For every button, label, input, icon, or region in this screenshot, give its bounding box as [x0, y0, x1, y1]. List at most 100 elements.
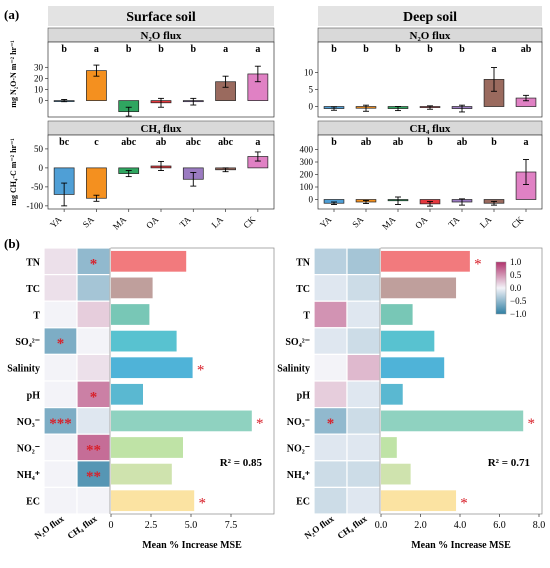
row-label-b_deep-1: TC: [296, 284, 310, 295]
sig-letter-a_deep_n2o-SA: b: [363, 44, 369, 55]
importance-bar-b_surface-7: [111, 437, 183, 458]
row-label-b_deep-2: T: [303, 311, 310, 322]
bar-a_surface_ch4-SA: [86, 167, 107, 199]
heat-col-label-b_surface-0: N₂O flux: [33, 513, 67, 541]
importance-star-b_deep-9: *: [460, 496, 468, 512]
chart-a_surface_ch4: CH₄ flux -100 -50 0 50 bc YA c SA abc MA ab OA abc TA a…: [27, 120, 275, 232]
row-label-b_surface-0: TN: [26, 257, 41, 268]
legend-tick-label-0: 1.0: [510, 257, 522, 267]
sig-letter-a_deep_ch4-LA: b: [491, 137, 497, 148]
y-tick-label-a_deep_n2o: 5: [309, 85, 314, 95]
y-tick-label-a_surface_ch4: -50: [31, 182, 43, 192]
legend-tick-label-4: −1.0: [510, 309, 527, 319]
row-label-b_surface-9: EC: [26, 497, 40, 508]
y-tick-label-a_surface_n2o: 30: [34, 62, 44, 72]
sig-letter-a_deep_ch4-TA: ab: [457, 137, 468, 148]
heat-cell-b_deep-8-0: [313, 460, 348, 488]
x-axis-label-b_deep: Mean % Increase MSE: [411, 540, 511, 551]
sig-letter-a_deep_n2o-LA: a: [492, 44, 497, 55]
sig-letter-a_surface_ch4-YA: bc: [59, 137, 70, 148]
y-tick-label-a_surface_ch4: 50: [34, 144, 44, 154]
sig-letter-a_surface_ch4-MA: abc: [121, 137, 137, 148]
x-tick-label-a_surface_ch4-LA: LA: [209, 214, 225, 230]
section-header-deep: Deep soil: [403, 10, 457, 25]
sig-letter-a_surface_n2o-CK: a: [255, 44, 260, 55]
strip-title-a_surface_n2o: N₂O flux: [141, 30, 182, 42]
x-tick-label-b_deep-2: 4.0: [454, 520, 467, 531]
x-tick-label-a_surface_ch4-OA: OA: [144, 214, 161, 231]
heat-cell-b_deep-7-1: [346, 433, 381, 462]
sig-letter-a_deep_ch4-CK: a: [524, 137, 529, 148]
panel-label-a: (a): [4, 7, 19, 22]
sig-letter-a_deep_ch4-MA: ab: [393, 137, 404, 148]
heat-cell-b_deep-9-0: [313, 486, 348, 515]
importance-bar-b_surface-5: [111, 383, 143, 405]
sig-letter-a_surface_n2o-LA: a: [223, 44, 228, 55]
x-tick-label-b_deep-3: 6.0: [493, 520, 506, 531]
heat-cell-b_deep-6-1: [346, 407, 381, 435]
importance-bar-b_surface-9: [111, 490, 195, 512]
row-label-b_deep-9: EC: [296, 497, 310, 508]
importance-bar-b_deep-8: [381, 463, 411, 485]
importance-star-b_surface-9: *: [198, 496, 206, 512]
importance-bar-b_surface-3: [111, 330, 177, 352]
x-tick-label-b_deep-1: 2.0: [414, 520, 427, 531]
importance-bar-b_deep-1: [381, 277, 457, 299]
importance-star-b_deep-6: *: [527, 416, 535, 432]
importance-bar-b_surface-0: [111, 250, 187, 272]
y-tick-label-a_deep_ch4: 0: [309, 195, 314, 205]
heat-cell-b_surface-5-0: [43, 380, 78, 409]
importance-bar-b_deep-5: [381, 383, 403, 405]
heat-cell-b_deep-2-0: [313, 300, 348, 329]
importance-bar-b_deep-0: [381, 250, 470, 272]
sig-letter-a_deep_ch4-YA: b: [331, 137, 337, 148]
importance-star-b_surface-4: *: [197, 363, 205, 379]
heat-cell-b_surface-8-0: [43, 460, 78, 488]
heat-cell-b_deep-8-1: [346, 460, 381, 488]
sig-letter-a_deep_ch4-OA: b: [427, 137, 433, 148]
x-axis-label-b_surface: Mean % Increase MSE: [142, 540, 242, 551]
x-tick-label-a_deep_ch4-CK: CK: [509, 214, 525, 230]
heat-star-b_surface-3-0: *: [57, 336, 65, 352]
sig-letter-a_surface_ch4-OA: ab: [156, 137, 167, 148]
chart-a_deep_ch4: CH₄ flux 0 100 200 300 400 b YA ab SA ab MA b OA ab TA b…: [300, 120, 543, 232]
x-tick-label-b_deep-4: 8.0: [533, 520, 546, 531]
heat-cell-b_surface-2-1: [76, 300, 111, 329]
strip-title-a_deep_ch4: CH₄ flux: [410, 123, 451, 135]
row-label-b_surface-7: NO₂⁻: [17, 444, 40, 455]
x-tick-label-b_deep-0: 0.0: [375, 520, 388, 531]
heat-cell-b_surface-8-1: [76, 460, 111, 488]
y-tick-label-a_deep_n2o: 0: [309, 102, 314, 112]
sig-letter-a_surface_ch4-TA: abc: [186, 137, 202, 148]
x-tick-label-a_deep_ch4-YA: YA: [318, 214, 334, 230]
color-legend-bar: [495, 261, 507, 315]
importance-bar-b_deep-9: [381, 490, 457, 512]
heat-star-b_surface-0-1: *: [90, 256, 98, 272]
row-label-b_deep-6: NO₃⁻: [287, 417, 310, 428]
importance-bar-b_deep-7: [381, 437, 397, 458]
x-tick-label-a_deep_ch4-LA: LA: [478, 214, 494, 230]
heat-star-b_surface-8-1: **: [86, 469, 101, 485]
y-tick-label-a_deep_n2o: 10: [304, 68, 314, 78]
heat-col-label-b_surface-1: CH₄ flux: [66, 513, 100, 541]
row-label-b_deep-0: TN: [296, 257, 311, 268]
heat-cell-b_deep-2-1: [346, 300, 381, 329]
plot-frame-a_deep_n2o: [317, 41, 543, 118]
x-tick-label-a_surface_ch4-SA: SA: [81, 214, 97, 230]
legend-tick-label-3: −0.5: [510, 296, 527, 306]
heat-star-b_surface-6-0: ***: [49, 416, 72, 432]
row-label-b_deep-3: SO₄²⁻: [285, 337, 310, 348]
heat-cell-b_deep-5-1: [346, 380, 381, 409]
heat-cell-b_surface-1-1: [76, 274, 111, 302]
importance-bar-b_surface-4: [111, 357, 193, 379]
heat-cell-b_surface-6-1: [76, 407, 111, 435]
row-label-b_surface-6: NO₃⁻: [17, 417, 40, 428]
sig-letter-a_surface_ch4-SA: c: [94, 137, 99, 148]
x-tick-label-a_surface_ch4-MA: MA: [111, 214, 129, 232]
legend-tick-label-2: 0.0: [510, 283, 522, 293]
row-label-b_deep-8: NH₄⁺: [287, 470, 310, 481]
heat-star-b_surface-5-1: *: [90, 389, 98, 405]
